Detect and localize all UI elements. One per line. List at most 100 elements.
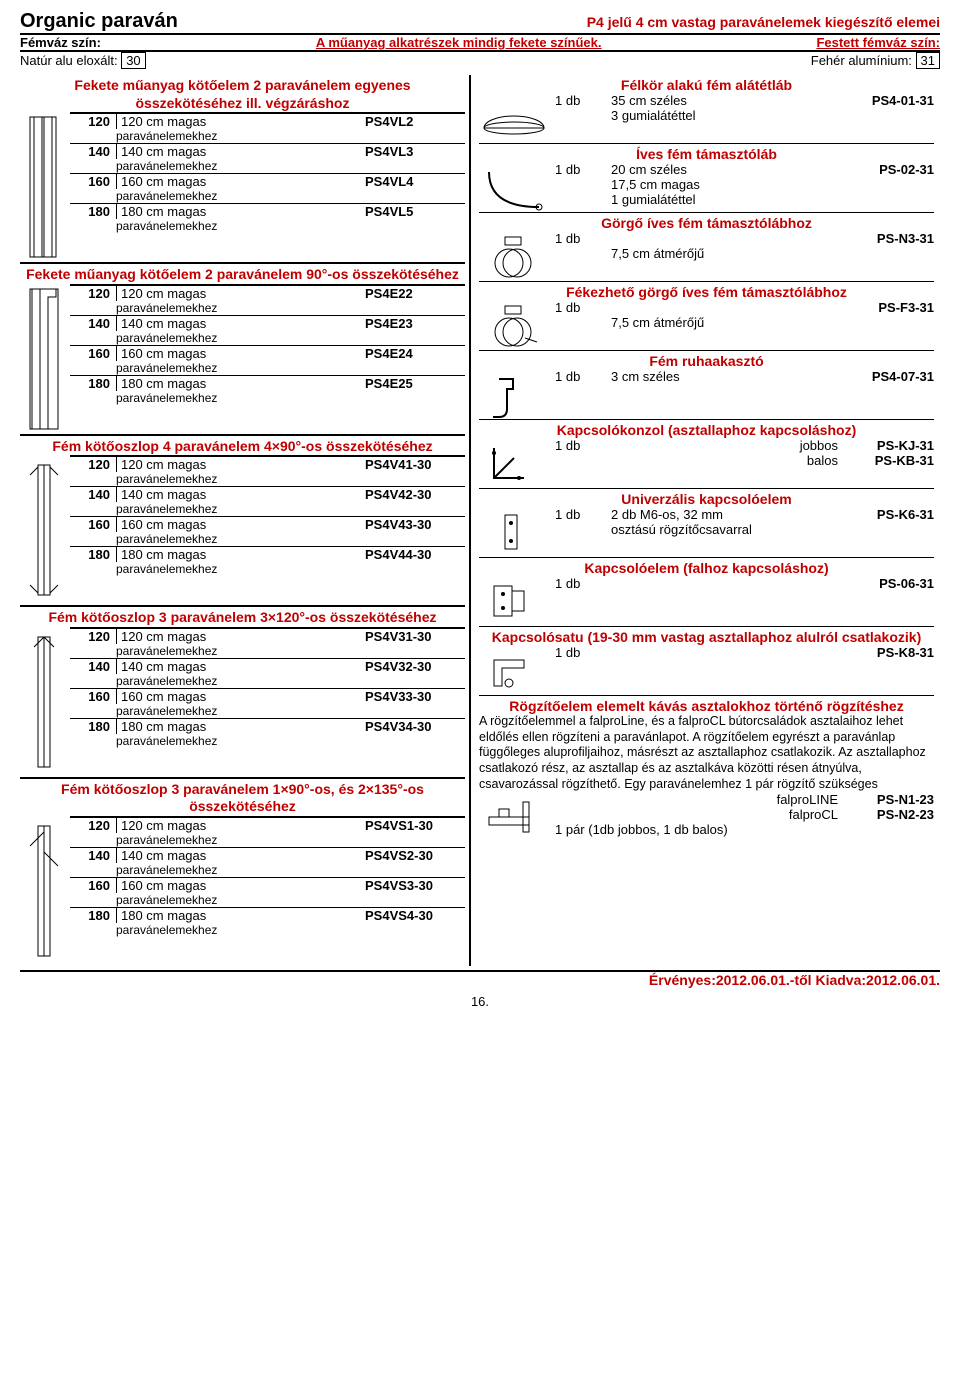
variant-sub: paravánelemekhez xyxy=(70,644,465,658)
variant-sub: paravánelemekhez xyxy=(70,833,465,847)
page-title: Organic paraván xyxy=(20,10,178,33)
wall-connector-icon xyxy=(479,576,549,626)
r2-qty: 1 db xyxy=(555,162,605,177)
variant-sub: paravánelemekhez xyxy=(70,301,465,315)
r10-qty: 1 pár (1db jobbos, 1 db balos) xyxy=(555,822,728,837)
variant-sub: paravánelemekhez xyxy=(70,472,465,486)
variant-sub: paravánelemekhez xyxy=(70,189,465,203)
r5-desc: 3 cm széles xyxy=(611,369,838,384)
bracket-icon xyxy=(479,438,549,488)
variant-height: 120 xyxy=(70,629,117,644)
variant-row: 140140 cm magasPS4V42-30 xyxy=(70,486,465,502)
variant-desc: 180 cm magas xyxy=(117,376,361,391)
variant-sub: paravánelemekhez xyxy=(70,219,465,233)
r5-qty: 1 db xyxy=(555,369,605,384)
r6-right-label: jobbos xyxy=(611,438,838,453)
variant-desc: 120 cm magas xyxy=(117,818,361,833)
variant-desc: 160 cm magas xyxy=(117,878,361,893)
r4-qty: 1 db xyxy=(555,300,605,315)
r1-desc: 35 cm széles xyxy=(611,93,838,108)
footer-validity: Érvényes:2012.06.01.-től Kiadva:2012.06.… xyxy=(20,970,940,988)
hook-icon xyxy=(479,369,549,419)
white-alu: Fehér alumínium: 31 xyxy=(811,52,940,69)
variant-sub: paravánelemekhez xyxy=(70,361,465,375)
variant-sub: paravánelemekhez xyxy=(70,923,465,937)
r6-qty: 1 db xyxy=(555,438,605,453)
variant-row: 180180 cm magasPS4VL5 xyxy=(70,203,465,219)
clamp-icon xyxy=(479,645,549,695)
variant-row: 140140 cm magasPS4VL3 xyxy=(70,143,465,159)
r10-bc: PS-N2-23 xyxy=(844,807,934,822)
variant-row: 140140 cm magasPS4E23 xyxy=(70,315,465,331)
variant-row: 180180 cm magasPS4V34-30 xyxy=(70,718,465,734)
variant-code: PS4VL4 xyxy=(361,174,465,189)
r8-title: Kapcsolóelem (falhoz kapcsoláshoz) xyxy=(479,560,934,576)
variant-desc: 160 cm magas xyxy=(117,517,361,532)
variant-height: 120 xyxy=(70,457,117,472)
variant-sub: paravánelemekhez xyxy=(70,734,465,748)
variant-sub: paravánelemekhez xyxy=(70,674,465,688)
r6-title: Kapcsolókonzol (asztallaphoz kapcsolásho… xyxy=(479,422,934,438)
variant-height: 140 xyxy=(70,848,117,863)
variant-sub: paravánelemekhez xyxy=(70,502,465,516)
r10-ac: PS-N1-23 xyxy=(844,792,934,807)
variant-sub: paravánelemekhez xyxy=(70,893,465,907)
r2-desc3: 1 gumialátéttel xyxy=(611,192,934,207)
r3-desc2: 7,5 cm átmérőjű xyxy=(611,246,934,261)
variant-code: PS4V34-30 xyxy=(361,719,465,734)
r2-code: PS-02-31 xyxy=(844,162,934,177)
variant-height: 160 xyxy=(70,517,117,532)
white-label: Fehér alumínium: xyxy=(811,53,912,68)
variant-desc: 180 cm magas xyxy=(117,908,361,923)
variant-row: 120120 cm magasPS4VL2 xyxy=(70,112,465,129)
variant-sub: paravánelemekhez xyxy=(70,532,465,546)
variant-sub: paravánelemekhez xyxy=(70,863,465,877)
variant-code: PS4E23 xyxy=(361,316,465,331)
variant-code: PS4VS4-30 xyxy=(361,908,465,923)
variant-desc: 140 cm magas xyxy=(117,316,361,331)
r1-title: Félkör alakú fém alátétláb xyxy=(479,77,934,93)
r4-desc2: 7,5 cm átmérőjű xyxy=(611,315,934,330)
section3-title: Fém kötőoszlop 4 paravánelem 4×90°-os ös… xyxy=(20,434,465,456)
variant-desc: 180 cm magas xyxy=(117,719,361,734)
curved-foot-icon xyxy=(479,162,549,212)
l-profile-icon xyxy=(20,284,68,434)
variant-sub: paravánelemekhez xyxy=(70,331,465,345)
variant-code: PS4VL2 xyxy=(361,114,465,129)
variant-desc: 140 cm magas xyxy=(117,487,361,502)
r7-desc2: osztású rögzítőcsavarral xyxy=(611,522,934,537)
variant-row: 180180 cm magasPS4E25 xyxy=(70,375,465,391)
variant-desc: 160 cm magas xyxy=(117,346,361,361)
variant-row: 160160 cm magasPS4VS3-30 xyxy=(70,877,465,893)
variant-desc: 140 cm magas xyxy=(117,848,361,863)
variant-row: 160160 cm magasPS4V43-30 xyxy=(70,516,465,532)
page-number: 16. xyxy=(20,994,940,1009)
variant-height: 140 xyxy=(70,659,117,674)
section1-title: Fekete műanyag kötőelem 2 paravánelem eg… xyxy=(20,75,465,112)
frame-color-label: Fémváz szín: xyxy=(20,35,101,50)
section4-title: Fém kötőoszlop 3 paravánelem 3×120°-os ö… xyxy=(20,605,465,627)
variant-row: 140140 cm magasPS4VS2-30 xyxy=(70,847,465,863)
painted-label: Festett fémváz szín: xyxy=(816,35,940,50)
r10-a: falproLINE xyxy=(611,792,838,807)
variant-row: 160160 cm magasPS4E24 xyxy=(70,345,465,361)
variant-height: 120 xyxy=(70,286,117,301)
r1-desc2: 3 gumialátéttel xyxy=(611,108,934,123)
variant-sub: paravánelemekhez xyxy=(70,704,465,718)
variant-row: 140140 cm magasPS4V32-30 xyxy=(70,658,465,674)
variant-row: 160160 cm magasPS4V33-30 xyxy=(70,688,465,704)
cross-profile-icon xyxy=(20,455,68,605)
variant-code: PS4V31-30 xyxy=(361,629,465,644)
profile-icon xyxy=(20,112,68,262)
variant-desc: 160 cm magas xyxy=(117,689,361,704)
r9-qty: 1 db xyxy=(555,645,605,660)
r10-b: falproCL xyxy=(611,807,838,822)
r1-qty: 1 db xyxy=(555,93,605,108)
variant-desc: 120 cm magas xyxy=(117,457,361,472)
variant-height: 120 xyxy=(70,818,117,833)
variant-code: PS4VS1-30 xyxy=(361,818,465,833)
section2-title: Fekete műanyag kötőelem 2 paravánelem 90… xyxy=(20,262,465,284)
variant-code: PS4V42-30 xyxy=(361,487,465,502)
variant-desc: 180 cm magas xyxy=(117,204,361,219)
variant-height: 180 xyxy=(70,204,117,219)
